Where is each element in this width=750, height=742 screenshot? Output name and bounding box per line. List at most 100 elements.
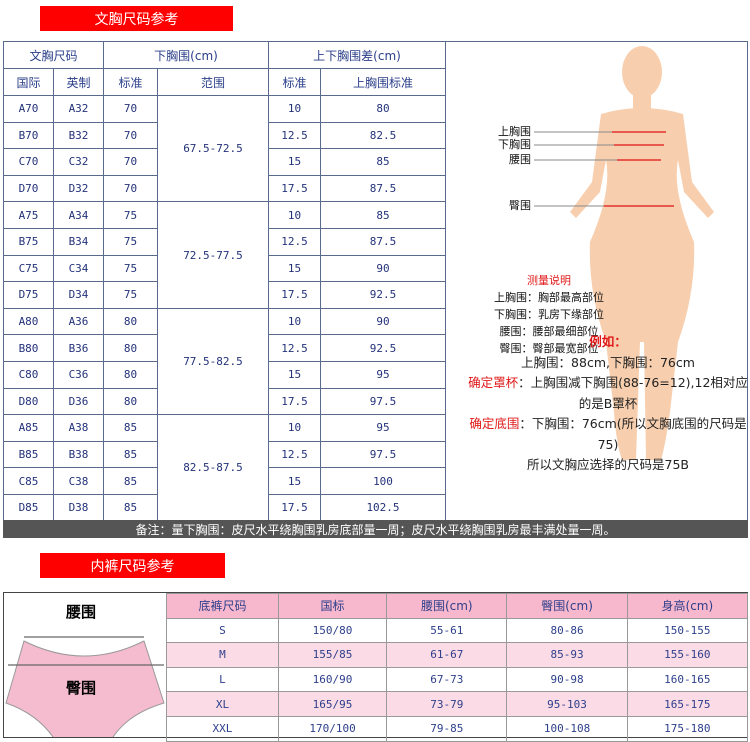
cell-std: 85 bbox=[103, 414, 158, 442]
table-cell: 67-73 bbox=[386, 666, 508, 693]
cell-intl: D75 bbox=[3, 281, 54, 309]
table-cell: XXL bbox=[166, 715, 279, 742]
table-cell: 55-61 bbox=[386, 617, 508, 644]
cell-bust: 95 bbox=[320, 414, 446, 442]
measure-line: 上胸围：胸部最高部位 bbox=[494, 291, 604, 304]
table-cell: L bbox=[166, 666, 279, 693]
cell-std: 70 bbox=[103, 121, 158, 150]
cell-uk: B38 bbox=[53, 440, 104, 469]
cell-intl: A75 bbox=[3, 201, 54, 229]
table-cell: 175-180 bbox=[626, 715, 749, 742]
cell-uk: A38 bbox=[53, 414, 104, 442]
table-row: D70 D32 70 17.5 87.5 bbox=[3, 174, 748, 203]
cell-intl: B70 bbox=[3, 121, 54, 150]
cell-intl: D85 bbox=[3, 493, 54, 522]
cell-std: 85 bbox=[103, 493, 158, 522]
cell-bust: 82.5 bbox=[320, 121, 446, 150]
table-row: XXL 170/100 79-85 100-108 175-180 bbox=[166, 715, 749, 742]
table-row: A80 A36 80 77.5-82.5 10 90 bbox=[3, 307, 748, 416]
example-line: 上胸围：88cm,下胸围：76cm bbox=[521, 354, 695, 370]
header-cell: 腰围(cm) bbox=[386, 593, 508, 619]
cell-uk: C32 bbox=[53, 148, 104, 176]
waist-label: 腰围 bbox=[66, 603, 97, 621]
bra-size-banner: 文胸尺码参考 bbox=[40, 6, 233, 31]
cell-uk: C34 bbox=[53, 254, 104, 283]
header-std: 标准 bbox=[103, 68, 158, 96]
cell-diff: 15 bbox=[268, 148, 321, 176]
cell-bust: 90 bbox=[320, 307, 446, 336]
cell-uk: D38 bbox=[53, 493, 104, 522]
table-cell: S bbox=[166, 617, 279, 644]
cell-range: 82.5-87.5 bbox=[157, 414, 269, 522]
table-row: A70 A32 70 67.5-72.5 10 80 bbox=[3, 94, 748, 203]
band-label: 确定底围 bbox=[469, 416, 520, 431]
header-underbust: 下胸围(cm) bbox=[103, 41, 269, 69]
cell-bust: 87.5 bbox=[320, 174, 446, 203]
cell-std: 75 bbox=[103, 227, 158, 256]
body-figure-panel: 上胸围 下胸围 腰围 臀围 测量说明 上胸围：胸部最高部位 下胸围：乳房下缘部位… bbox=[445, 41, 748, 522]
cell-bust: 80 bbox=[320, 95, 446, 123]
table-row: S 150/80 55-61 80-86 150-155 bbox=[166, 617, 749, 644]
cell-diff: 10 bbox=[268, 307, 321, 336]
table-cell: 80-86 bbox=[506, 617, 628, 644]
cell-diff: 12.5 bbox=[268, 227, 321, 256]
cell-uk: B32 bbox=[53, 121, 104, 150]
header-range: 范围 bbox=[157, 68, 269, 96]
label-upper-bust: 上胸围 bbox=[498, 125, 531, 138]
cell-uk: D34 bbox=[53, 281, 104, 309]
cell-std: 80 bbox=[103, 360, 158, 389]
table-row: D75 D34 75 17.5 92.5 bbox=[3, 281, 748, 309]
table-cell: 165-175 bbox=[626, 691, 749, 717]
table-row: A85 A38 85 82.5-87.5 10 95 bbox=[3, 414, 748, 522]
cell-uk: A36 bbox=[53, 307, 104, 336]
cell-bust: 97.5 bbox=[320, 440, 446, 469]
table-row: C80 C36 80 15 95 bbox=[3, 360, 748, 389]
table-row: M 155/85 61-67 85-93 155-160 bbox=[166, 642, 749, 668]
table-cell: 155/85 bbox=[277, 642, 388, 668]
cell-bust: 85 bbox=[320, 148, 446, 176]
cell-intl: D80 bbox=[3, 387, 54, 416]
table-cell: 150-155 bbox=[626, 617, 749, 644]
figure-labels: 上胸围 下胸围 腰围 臀围 bbox=[491, 125, 531, 212]
table-cell: 79-85 bbox=[386, 715, 508, 742]
cell-intl: C70 bbox=[3, 148, 54, 176]
table-row: C70 C32 70 15 85 bbox=[3, 148, 748, 176]
header-cell: 国标 bbox=[277, 593, 388, 619]
table-cell: 155-160 bbox=[626, 642, 749, 668]
cell-diff: 10 bbox=[268, 201, 321, 229]
measure-line: 腰围：腰部最细部位 bbox=[499, 325, 599, 338]
cell-range: 67.5-72.5 bbox=[157, 94, 269, 203]
cell-intl: C85 bbox=[3, 467, 54, 495]
cell-diff: 12.5 bbox=[268, 334, 321, 362]
cell-bust: 90 bbox=[320, 254, 446, 283]
table-cell: M bbox=[166, 642, 279, 668]
cell-std: 70 bbox=[103, 95, 158, 123]
cell-intl: C80 bbox=[3, 360, 54, 389]
table-cell: 73-79 bbox=[386, 691, 508, 717]
cell-diff: 12.5 bbox=[268, 121, 321, 150]
table-row: B75 B34 75 12.5 87.5 bbox=[3, 227, 748, 256]
measure-line: 臀围：臀部最宽部位 bbox=[499, 342, 599, 355]
cell-diff: 17.5 bbox=[268, 493, 321, 522]
cell-std: 80 bbox=[103, 334, 158, 362]
hip-label: 臀围 bbox=[66, 679, 97, 697]
cell-std: 85 bbox=[103, 467, 158, 495]
cell-intl: B80 bbox=[3, 334, 54, 362]
cell-bust: 95 bbox=[320, 360, 446, 389]
cell-std: 75 bbox=[103, 254, 158, 283]
table-cell: 100-108 bbox=[506, 715, 628, 742]
cell-intl: B85 bbox=[3, 440, 54, 469]
measurement-note: 备注：量下胸围：皮尺水平绕胸围乳房底部量一周；皮尺水平绕胸围乳房最丰满处量一周。 bbox=[3, 520, 748, 538]
cell-range: 77.5-82.5 bbox=[157, 307, 269, 416]
label-waist: 腰围 bbox=[509, 153, 531, 166]
cell-diff: 17.5 bbox=[268, 281, 321, 309]
table-row: D85 D38 85 17.5 102.5 bbox=[3, 493, 748, 522]
measure-line: 下胸围：乳房下缘部位 bbox=[494, 308, 604, 321]
panty-illustration bbox=[5, 636, 165, 737]
table-cell: 170/100 bbox=[277, 715, 388, 742]
cell-diff: 17.5 bbox=[268, 174, 321, 203]
table-cell: 90-98 bbox=[506, 666, 628, 693]
header-cell: 臀围(cm) bbox=[506, 593, 628, 619]
table-cell: 95-103 bbox=[506, 691, 628, 717]
panty-size-table: 底裤尺码 国标 腰围(cm) 臀围(cm) 身高(cm) S 150/80 55-61 80-… bbox=[166, 593, 749, 742]
